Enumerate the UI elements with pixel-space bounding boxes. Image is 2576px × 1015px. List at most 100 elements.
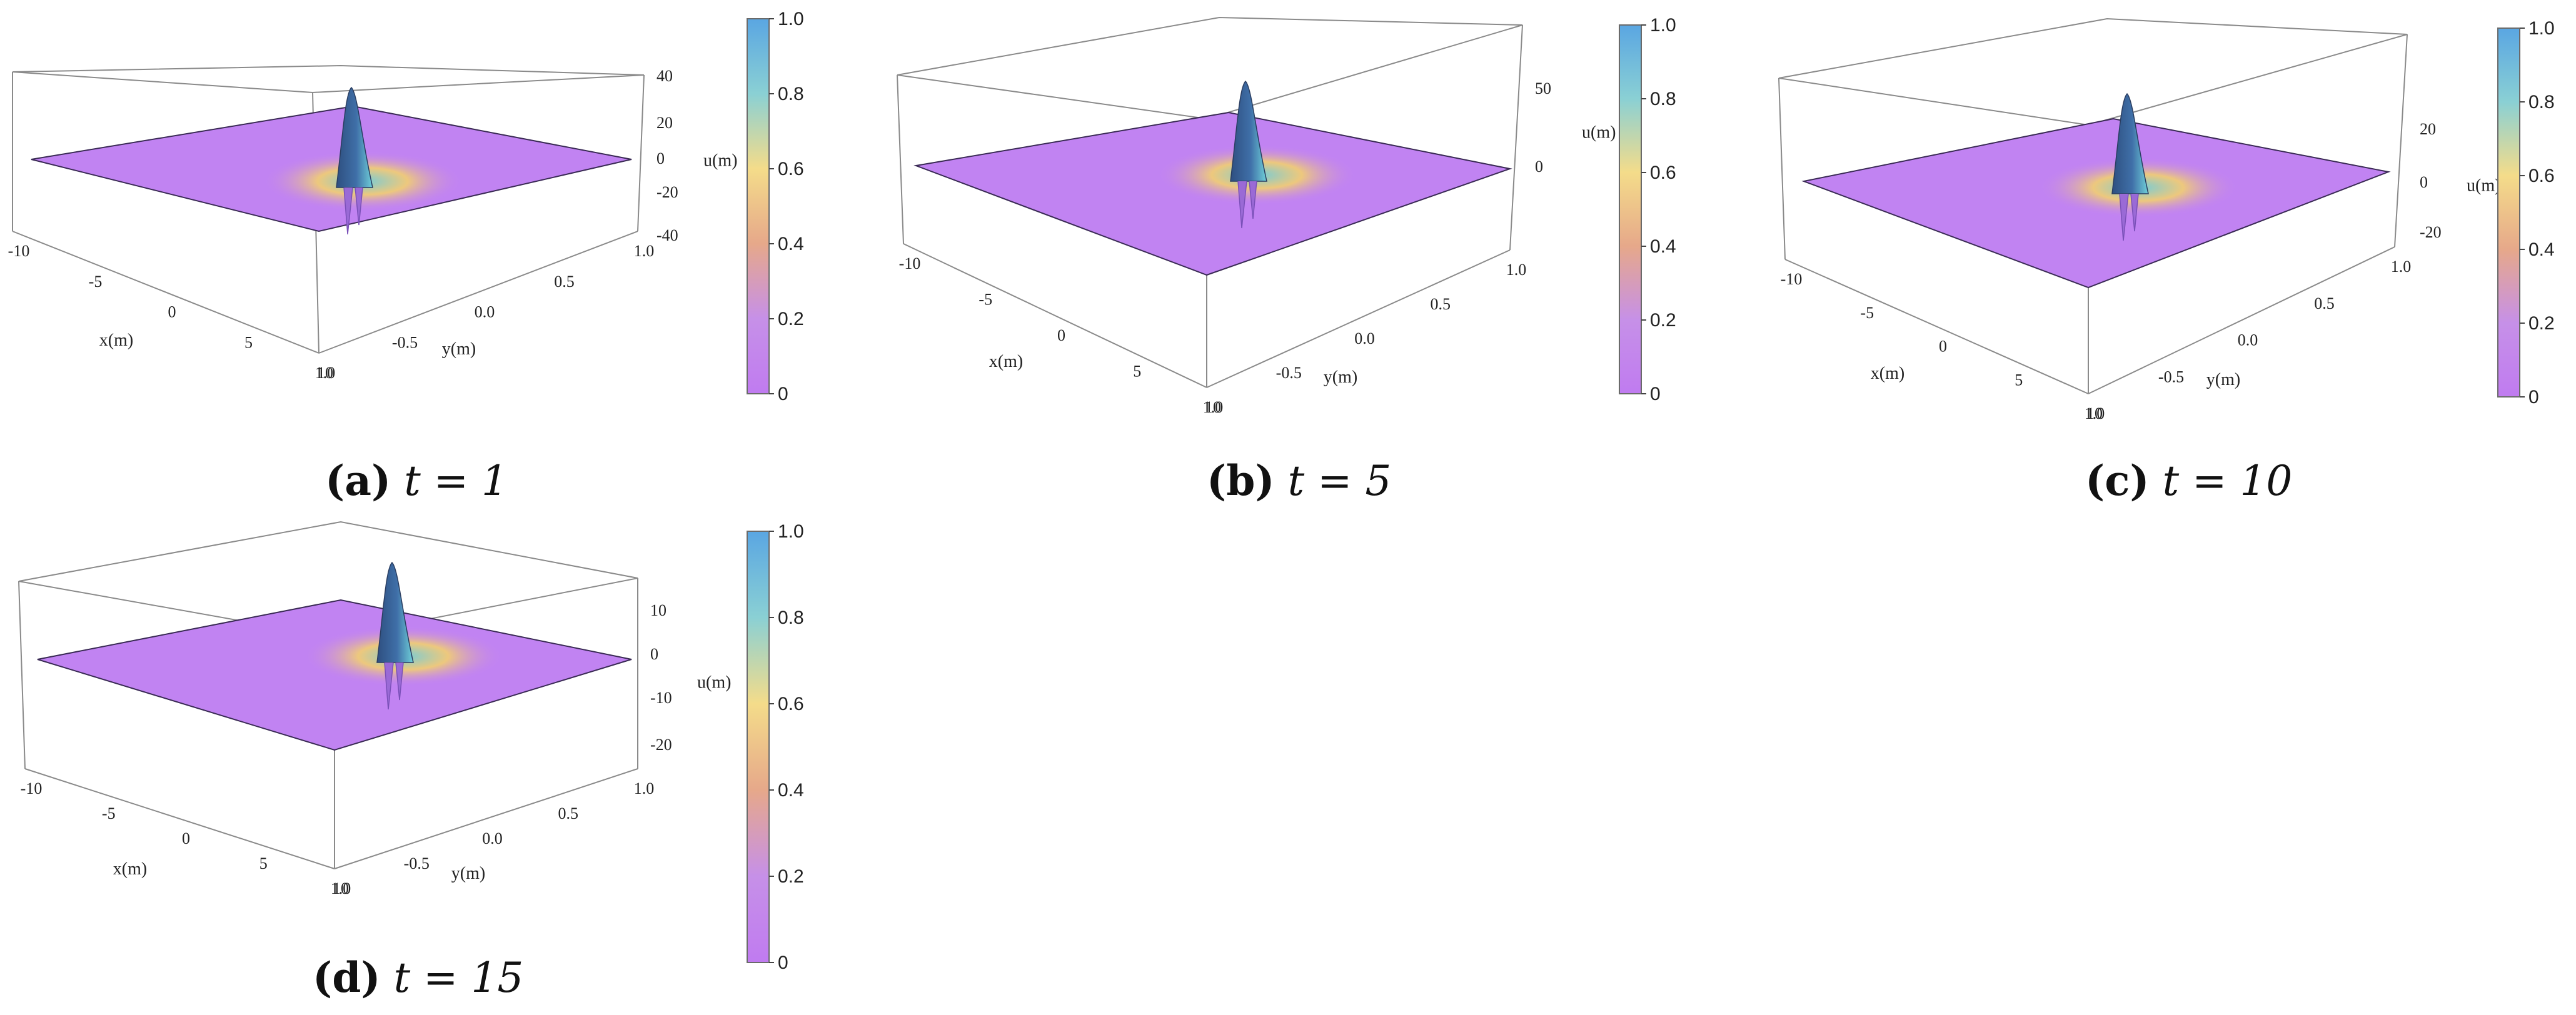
surface-plot: -10 -5 0 5 10 x(m) 1.0 0.5 0.0 -0.5 1.0 y(m) 20 0 -20 u… [1778,18,2555,422]
x-tick-label: 0 [1057,326,1065,344]
colorbar-tick-label: 0.2 [778,866,804,887]
caption-b-time: t = 5 [1287,457,1392,505]
y-tick-label: 0.0 [475,303,495,321]
z-axis-label: u(m) [697,673,731,692]
x-axis-label: x(m) [99,331,133,350]
x-tick-label: 5 [2015,371,2023,389]
z-axis-label: u(m) [2467,176,2500,196]
z-tick-label: -40 [657,226,678,244]
y-tick-label: 1.0 [634,242,655,260]
bounding-box [18,521,638,869]
colorbar-tick-label: 0 [778,952,788,973]
colorbar-tick-label: 0.2 [2528,313,2555,334]
z-tick-label: 0 [2420,173,2428,191]
colorbar [747,18,770,394]
x-tick-label: 5 [1133,362,1141,381]
y-tick-label: -0.5 [392,333,418,351]
x-tick-label: 0 [182,829,190,848]
panel-b: -10 -5 0 5 10 x(m) 1.0 0.5 0.0 -0.5 1.0 y(m) 50 0 u(m)… [882,0,1707,512]
colorbar-tick-label: 0.4 [778,780,804,801]
surface-plot: -10 -5 0 5 10 x(m) 1.0 0.5 0.0 -0.5 1.0 y(m) 10 0 -10 -… [18,521,804,973]
colorbar-tick-label: 0.2 [778,309,804,329]
x-axis-label: x(m) [113,859,147,879]
y-axis-label: y(m) [2206,370,2240,389]
y-tick-label: 1.0 [315,364,336,382]
colorbar [1619,24,1642,394]
colorbar-tick-label: 0 [2528,387,2539,408]
panel-c: -10 -5 0 5 10 x(m) 1.0 0.5 0.0 -0.5 1.0 y(m) 20 0 -20 u… [1763,0,2576,512]
y-tick-label: 0.0 [2238,331,2258,349]
colorbar-tick-label: 1.0 [1650,15,1676,36]
y-tick-label: 0.5 [558,804,579,822]
caption-d-label: (d) [313,953,381,1002]
colorbar-tick-label: 0.6 [2528,166,2555,186]
soliton-peak [376,561,414,663]
y-tick-label: 0.5 [554,272,575,291]
z-tick-label: 40 [657,67,673,85]
x-tick-label: 10 [2086,404,2103,422]
colorbar-tick-label: 0.4 [778,234,804,254]
y-tick-label: 0.0 [482,829,503,848]
y-tick-label: 0.5 [1431,295,1451,313]
x-axis-label: x(m) [1871,364,1904,383]
y-tick-label: 0.5 [2314,294,2335,312]
caption-c: (c) t = 10 [2085,456,2292,505]
x-tick-label: 10 [317,364,333,382]
colorbar-tick-label: 0 [1650,384,1661,404]
z-tick-label: 10 [650,601,667,619]
y-axis-label: y(m) [442,339,476,359]
colorbar-tick-label: 0.6 [778,159,804,179]
colorbar-tick-label: 0.8 [2528,92,2555,112]
panel-a: -10 -5 0 5 10 x(m) 1.0 0.5 0.0 -0.5 1.0 y(m) 40 20 0 -2… [0,0,825,512]
colorbar-tick-label: 0.8 [1650,89,1676,109]
soliton-trough [343,187,363,235]
colorbar-tick-label: 0.4 [1650,236,1676,257]
colorbar-tick-label: 0.4 [2528,239,2555,260]
caption-d-time: t = 15 [393,954,524,1002]
z-tick-label: 20 [657,114,673,132]
z-tick-label: 0 [1535,158,1543,176]
x-tick-label: -5 [102,804,116,822]
bounding-box [897,16,1523,388]
z-tick-label: -20 [2420,223,2442,241]
y-tick-label: 0.0 [1354,329,1375,348]
x-tick-label: -10 [1781,270,1803,288]
z-tick-label: 20 [2420,120,2436,138]
colorbar-tick-label: 0 [778,384,788,404]
x-tick-label: -5 [89,272,103,291]
z-tick-label: 0 [650,645,658,663]
caption-a-label: (a) [325,456,391,505]
colorbar-tick-label: 1.0 [2528,18,2555,39]
z-tick-label: -20 [650,736,672,754]
x-tick-label: -10 [21,779,43,798]
panel-d: -10 -5 0 5 10 x(m) 1.0 0.5 0.0 -0.5 1.0 y(m) 10 0 -10 -… [0,512,825,1012]
y-tick-label: 1.0 [1203,398,1224,416]
x-tick-label: 5 [244,333,253,351]
z-tick-label: -20 [657,183,678,201]
x-axis-label: x(m) [989,352,1023,371]
soliton-trough [2119,193,2139,241]
y-tick-label: 1.0 [1506,261,1527,279]
soliton-trough [1237,181,1257,229]
x-tick-label: 10 [1205,398,1221,416]
colorbar-tick-label: 0.8 [778,84,804,104]
caption-a: (a) t = 1 [325,456,508,505]
y-tick-label: 1.0 [331,879,351,898]
caption-b: (b) t = 5 [1207,456,1391,505]
colorbar-tick-label: 1.0 [778,521,804,542]
caption-a-time: t = 1 [404,457,508,505]
caption-c-time: t = 10 [2162,457,2293,505]
z-tick-label: -10 [650,689,672,707]
y-axis-label: y(m) [451,864,485,883]
x-tick-label: -10 [8,242,30,260]
bounding-box [1778,18,2408,394]
colorbar [2497,28,2520,398]
x-tick-label: -5 [1860,304,1874,322]
surface-plot: -10 -5 0 5 10 x(m) 1.0 0.5 0.0 -0.5 1.0 y(m) 50 0 u(m)… [897,15,1676,416]
colorbar-tick-label: 0.6 [1650,162,1676,183]
x-tick-label: -10 [899,254,921,272]
z-tick-label: 50 [1535,79,1551,98]
caption-c-label: (c) [2085,456,2150,505]
soliton-peak [2111,92,2149,194]
colorbar [747,531,770,963]
